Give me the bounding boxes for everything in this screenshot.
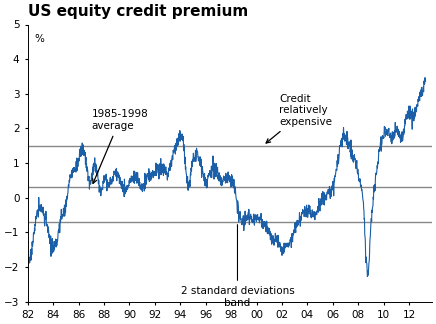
Text: %: % (34, 34, 44, 44)
Text: 1985-1998
average: 1985-1998 average (92, 109, 148, 183)
Text: US equity credit premium: US equity credit premium (28, 4, 248, 19)
Text: 2 standard deviations
band: 2 standard deviations band (181, 225, 294, 307)
Text: Credit
relatively
expensive: Credit relatively expensive (266, 94, 332, 143)
